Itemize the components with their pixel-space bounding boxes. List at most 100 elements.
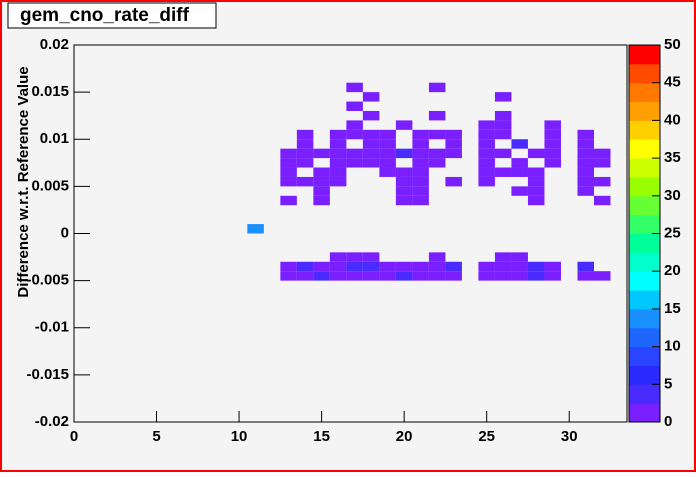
cell — [577, 158, 594, 168]
cell — [362, 261, 380, 272]
color-band — [629, 176, 660, 197]
cell — [346, 148, 363, 159]
cell — [395, 148, 413, 159]
title-box — [7, 2, 217, 29]
cell — [544, 129, 561, 140]
color-band — [629, 290, 660, 310]
cell — [478, 139, 495, 149]
cell — [379, 139, 396, 149]
cell — [412, 186, 429, 196]
y-tick-label: -0.01 — [35, 319, 69, 336]
cell — [494, 92, 512, 102]
cell — [511, 261, 528, 272]
cell — [527, 148, 545, 159]
x-tick-label: 10 — [231, 428, 248, 445]
x-tick-label: 20 — [396, 428, 413, 445]
cell — [412, 261, 429, 272]
color-band — [629, 120, 660, 140]
cell — [329, 158, 347, 168]
cell — [593, 176, 611, 187]
cell — [478, 271, 495, 281]
cell — [544, 139, 561, 149]
y-axis-title: Difference w.r.t. Reference Value — [15, 66, 32, 297]
z-tick-label: 25 — [664, 224, 681, 241]
cell — [362, 129, 380, 140]
cell — [313, 176, 330, 187]
y-tick-label: -0.015 — [26, 366, 69, 383]
cell — [296, 271, 314, 281]
cell — [362, 139, 380, 149]
cell — [313, 148, 330, 159]
x-tick-label: 5 — [152, 428, 160, 445]
cell — [412, 195, 429, 206]
cell — [527, 176, 545, 187]
cell — [329, 148, 347, 159]
color-band — [629, 327, 660, 348]
cell — [511, 139, 528, 149]
cell — [362, 92, 380, 102]
cell — [313, 167, 330, 177]
cell — [379, 167, 396, 177]
color-band — [629, 195, 660, 216]
x-tick-label: 0 — [70, 428, 78, 445]
cell — [313, 186, 330, 196]
cell — [544, 271, 561, 281]
cell — [478, 148, 495, 159]
cell — [412, 167, 429, 177]
cell — [280, 167, 297, 177]
z-tick-label: 15 — [664, 300, 681, 317]
cell — [577, 271, 594, 281]
cell — [577, 186, 594, 196]
y-tick-label: 0 — [61, 224, 69, 241]
cell — [280, 148, 297, 159]
cell — [379, 261, 396, 272]
z-tick-label: 30 — [664, 187, 681, 204]
cell — [296, 261, 314, 272]
y-tick-label: 0.02 — [40, 36, 69, 53]
z-tick-label: 50 — [664, 36, 681, 53]
cell — [412, 139, 429, 149]
cell — [346, 158, 363, 168]
cell — [593, 271, 611, 281]
color-band — [629, 271, 660, 291]
cell — [511, 252, 528, 262]
x-tick-label: 30 — [561, 428, 578, 445]
cell — [445, 261, 462, 272]
cell — [329, 167, 347, 177]
cell — [395, 120, 413, 130]
cell — [329, 139, 347, 149]
cell — [280, 271, 297, 281]
z-tick-label: 10 — [664, 338, 681, 355]
color-band — [629, 365, 660, 385]
cell — [445, 129, 462, 140]
chart-title: gem_cno_rate_diff — [20, 5, 190, 26]
cell — [527, 186, 545, 196]
cell — [362, 110, 380, 121]
z-tick-label: 40 — [664, 111, 681, 128]
cell — [577, 176, 594, 187]
cell — [395, 176, 413, 187]
cell — [346, 101, 363, 111]
cell — [296, 148, 314, 159]
cell — [346, 252, 363, 262]
cell — [346, 261, 363, 272]
cell — [395, 261, 413, 272]
cell — [527, 167, 545, 177]
cell — [379, 148, 396, 159]
cell — [494, 261, 512, 272]
x-tick-label: 25 — [478, 428, 495, 445]
z-tick-label: 0 — [664, 413, 672, 430]
cell — [379, 271, 396, 281]
cell — [511, 167, 528, 177]
cell — [346, 82, 363, 93]
color-band — [629, 139, 660, 159]
cell — [362, 271, 380, 281]
z-tick-label: 20 — [664, 262, 681, 279]
z-tick-label: 35 — [664, 149, 681, 166]
cell — [428, 82, 446, 93]
cell — [362, 158, 380, 168]
cell — [478, 167, 495, 177]
z-tick-label: 45 — [664, 74, 681, 91]
color-band — [629, 384, 660, 404]
